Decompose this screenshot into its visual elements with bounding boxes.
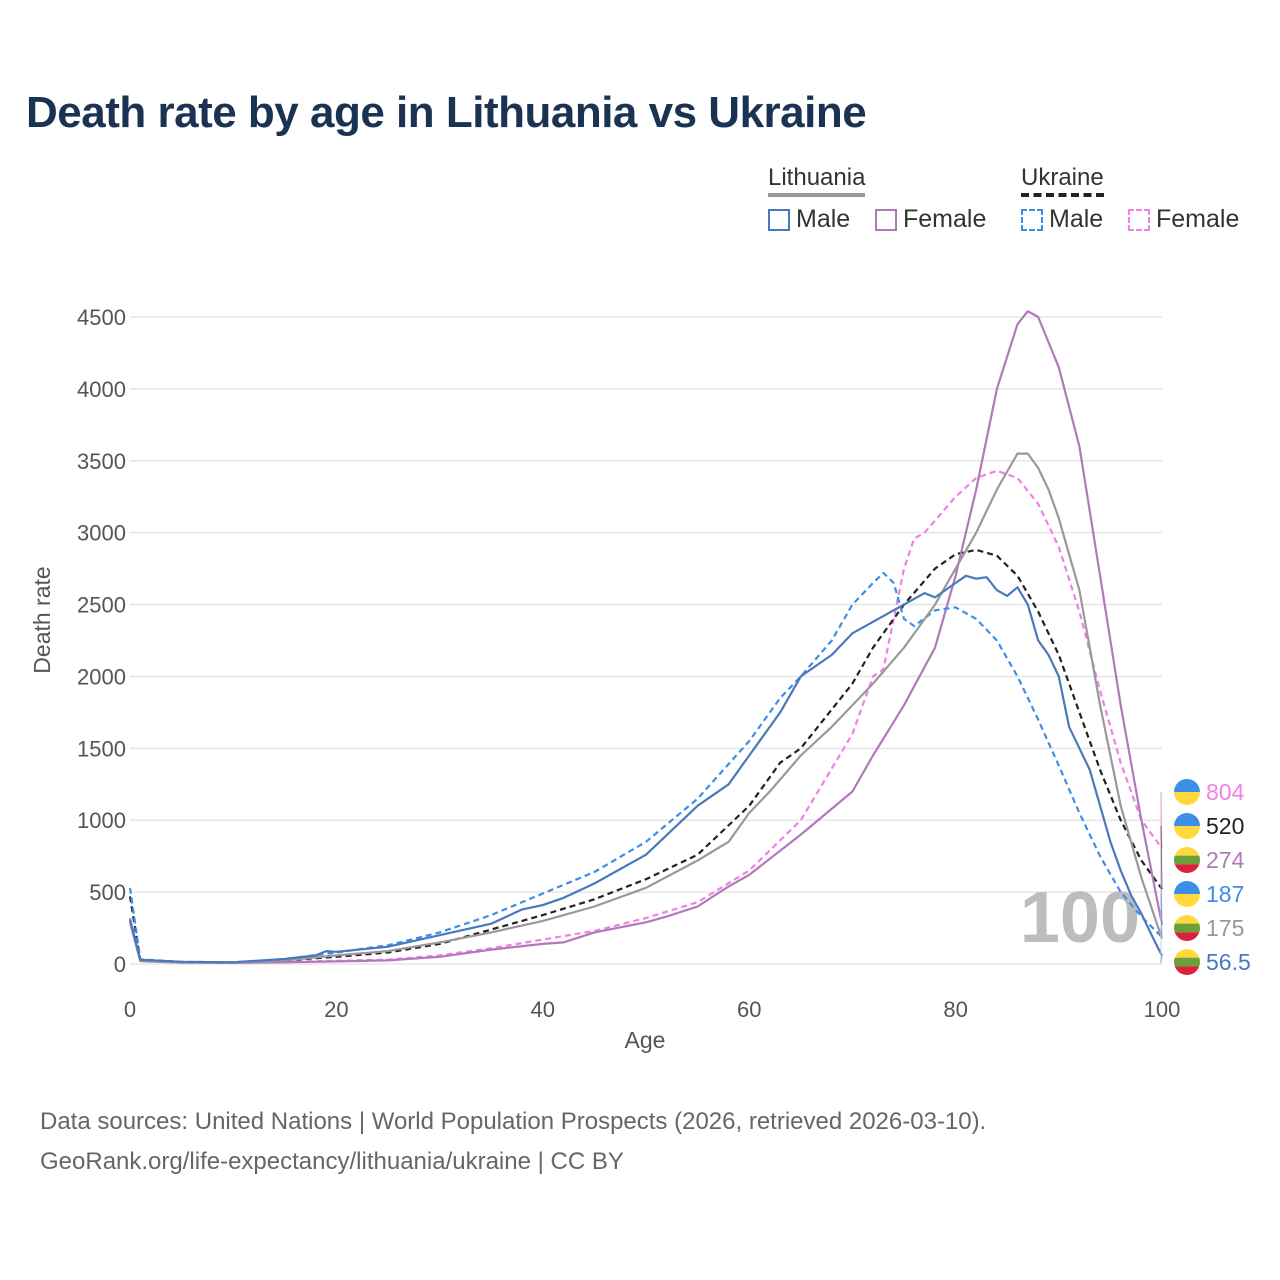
legend-lt-male-swatch [768, 209, 790, 231]
legend-ukraine-line [1021, 193, 1104, 197]
highlight-age-watermark: 100 [1020, 878, 1140, 958]
end-labels: 804 520 274 187 175 56.5 [1160, 779, 1251, 975]
end-label-ua_male: 187 [1206, 881, 1244, 907]
flag-lithuania-icon [1174, 915, 1200, 941]
end-label-lt_female: 274 [1206, 847, 1245, 873]
grid [130, 316, 1162, 965]
y-tick-label: 1500 [77, 736, 126, 761]
x-tick-label: 80 [943, 997, 967, 1022]
y-tick-label: 2500 [77, 593, 126, 618]
flag-ukraine-icon [1174, 779, 1200, 805]
flag-lithuania-icon [1174, 847, 1200, 873]
series-lines [128, 310, 1164, 964]
legend-lt-female-swatch [875, 209, 897, 231]
legend-group-lithuania-label: Lithuania [768, 164, 866, 191]
y-tick-label: 3500 [77, 449, 126, 474]
series-line-lt_total[interactable] [128, 452, 1164, 964]
legend-lt-female-label: Female [903, 205, 987, 233]
x-axis-title: Age [625, 1027, 666, 1053]
legend-lt-male[interactable]: Male [768, 205, 850, 234]
legend-ua-male[interactable]: Male [1021, 205, 1103, 234]
end-label-connector [1160, 893, 1163, 938]
y-tick-label: 1000 [77, 808, 126, 833]
flag-lithuania-icon [1174, 949, 1200, 975]
end-label-lt_male: 56.5 [1206, 949, 1251, 975]
x-tick-label: 20 [324, 997, 348, 1022]
end-label-connector [1160, 927, 1163, 939]
end-label-connector [1160, 955, 1163, 963]
end-label-lt_total: 175 [1206, 915, 1244, 941]
series-line-ua_female[interactable] [128, 469, 1163, 964]
x-tick-label: 60 [737, 997, 761, 1022]
end-label-connector [1160, 791, 1163, 849]
chart-title: Death rate by age in Lithuania vs Ukrain… [26, 88, 867, 137]
legend-lt-male-label: Male [796, 205, 851, 233]
y-axis-ticks: 0 500 1000 1500 2000 2500 3000 3500 4000 4500 [77, 305, 126, 977]
y-tick-label: 500 [89, 880, 126, 905]
y-axis-title: Death rate [29, 566, 55, 673]
y-tick-label: 0 [114, 952, 126, 977]
end-label-connector [1160, 825, 1163, 890]
x-tick-label: 0 [124, 997, 136, 1022]
legend-group-lithuania: Lithuania [768, 164, 866, 197]
legend-ua-female[interactable]: Female [1128, 205, 1239, 234]
x-tick-label: 100 [1144, 997, 1181, 1022]
end-label-ua_total: 520 [1206, 813, 1244, 839]
y-tick-label: 2000 [77, 664, 126, 689]
series-line-lt_male[interactable] [128, 574, 1163, 964]
series-line-ua_total[interactable] [128, 548, 1163, 964]
flag-ukraine-icon [1174, 881, 1200, 907]
y-tick-label: 4000 [77, 377, 126, 402]
y-tick-label: 4500 [77, 305, 126, 330]
legend-ua-female-swatch [1128, 209, 1150, 231]
series-line-ua_male[interactable] [128, 571, 1163, 964]
legend-lithuania-line [768, 193, 866, 197]
end-label-ua_female: 804 [1206, 779, 1245, 805]
legend-ua-male-swatch [1021, 209, 1043, 231]
legend-lt-female[interactable]: Female [875, 205, 986, 234]
source-line-2[interactable]: GeoRank.org/life-expectancy/lithuania/uk… [40, 1148, 624, 1175]
x-axis-ticks: 0 20 40 60 80 100 [124, 997, 1180, 1022]
y-tick-label: 3000 [77, 521, 126, 546]
legend-ua-male-label: Male [1049, 205, 1104, 233]
legend-group-ukraine: Ukraine [1021, 164, 1104, 197]
x-tick-label: 40 [531, 997, 555, 1022]
series-line-lt_female[interactable] [128, 310, 1164, 964]
legend-group-ukraine-label: Ukraine [1021, 164, 1104, 191]
legend-ua-female-label: Female [1156, 205, 1240, 233]
flag-ukraine-icon [1174, 813, 1200, 839]
source-line-1: Data sources: United Nations | World Pop… [40, 1108, 987, 1135]
